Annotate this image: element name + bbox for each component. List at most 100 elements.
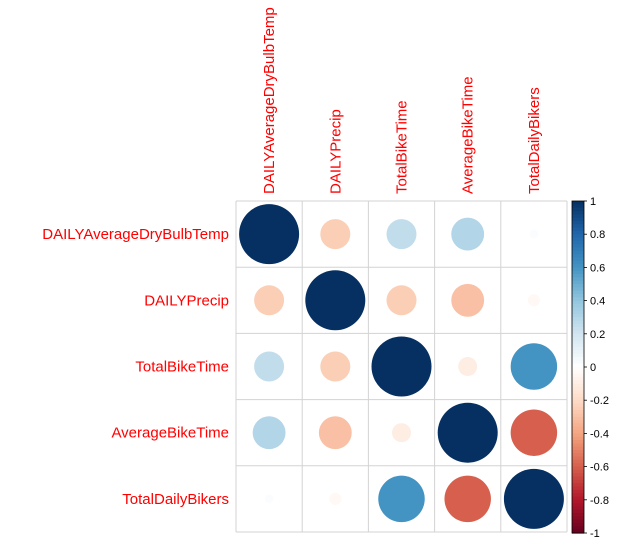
colorbar-segment [572, 479, 584, 484]
colorbar-segment [572, 333, 584, 338]
colorbar-segment [572, 376, 584, 381]
colorbar-segment [572, 423, 584, 428]
colorbar-segment [572, 313, 584, 318]
corr-circle-DAILYAverageDryBulbTemp-AverageBikeTime [451, 217, 485, 251]
corr-circle-TotalBikeTime-AverageBikeTime [458, 357, 478, 376]
colorbar-segment [572, 367, 584, 371]
row-label: DAILYPrecip [144, 292, 229, 309]
corr-circle-DAILYPrecip-AverageBikeTime [451, 283, 485, 317]
column-label: DAILYAverageDryBulbTemp [261, 7, 278, 194]
colorbar-segment [572, 413, 584, 418]
colorbar-tick-label: -0.4 [590, 428, 609, 440]
correlation-cells [239, 204, 564, 529]
colorbar-tick-label: -0.6 [590, 462, 609, 474]
colorbar-segment [572, 290, 584, 295]
colorbar-segment [572, 330, 584, 335]
row-labels: DAILYAverageDryBulbTemp DAILYPrecip TotalB… [42, 226, 229, 508]
colorbar-segment [572, 493, 584, 498]
corr-circle-DAILYPrecip-TotalBikeTime [386, 285, 417, 316]
colorbar-segment [572, 353, 584, 358]
colorbar-segment [572, 410, 584, 415]
colorbar-segment [572, 416, 584, 421]
colorbar-segment [572, 396, 584, 401]
colorbar-tick-label: 0.4 [590, 296, 605, 308]
colorbar-tick-label: -1 [590, 528, 600, 539]
colorbar-segment [572, 204, 584, 209]
colorbar-segment [572, 237, 584, 242]
colorbar-segment [572, 406, 584, 411]
colorbar-segment [572, 323, 584, 328]
colorbar-segment [572, 483, 584, 488]
colorbar-segment [572, 287, 584, 292]
colorbar-segment [572, 343, 584, 348]
colorbar-segment [572, 509, 584, 514]
colorbar-segment [572, 320, 584, 325]
corr-circle-TotalDailyBikers-TotalDailyBikers [503, 468, 564, 529]
colorbar-segment [572, 506, 584, 511]
corr-circle-DAILYAverageDryBulbTemp-DAILYAverageDryBulbTemp [239, 204, 300, 265]
colorbar-tick-label: 0 [590, 362, 596, 374]
colorbar-segment [572, 466, 584, 471]
colorbar-segment [572, 426, 584, 431]
corr-circle-AverageBikeTime-TotalDailyBikers [510, 409, 558, 456]
colorbar-tick-label: 0.6 [590, 262, 605, 274]
column-label: DAILYPrecip [327, 109, 344, 194]
corr-circle-DAILYPrecip-DAILYAverageDryBulbTemp [254, 285, 285, 316]
colorbar-segment [572, 400, 584, 405]
corr-circle-AverageBikeTime-DAILYPrecip [318, 416, 352, 450]
colorbar-segment [572, 456, 584, 461]
colorbar-tick-label: 0.2 [590, 329, 605, 341]
colorbar-segment [572, 317, 584, 322]
colorbar-segment [572, 244, 584, 249]
colorbar-segment [572, 360, 584, 365]
colorbar-segment [572, 463, 584, 468]
colorbar-tick-label: -0.2 [590, 395, 609, 407]
corr-circle-DAILYPrecip-TotalDailyBikers [527, 294, 540, 307]
colorbar-segment [572, 227, 584, 232]
colorbar-segment [572, 489, 584, 494]
colorbar-segment [572, 210, 584, 215]
colorbar-segment [572, 297, 584, 302]
colorbar-segment [572, 476, 584, 481]
corr-circle-DAILYAverageDryBulbTemp-DAILYPrecip [320, 219, 351, 250]
corr-circle-TotalDailyBikers-AverageBikeTime [444, 475, 491, 523]
corr-circle-DAILYAverageDryBulbTemp-TotalBikeTime [386, 219, 417, 250]
colorbar-segment [572, 390, 584, 395]
colorbar-segment [572, 519, 584, 524]
colorbar-segment [572, 340, 584, 345]
colorbar-segment [572, 234, 584, 239]
colorbar-tick-label: 1 [590, 196, 596, 208]
colorbar-segment [572, 357, 584, 361]
row-label: TotalBikeTime [135, 359, 229, 376]
colorbar-segment [572, 529, 584, 534]
colorbar-segment [572, 516, 584, 521]
colorbar-segment [572, 496, 584, 501]
colorbar-tick-label: -0.8 [590, 495, 609, 507]
corr-circle-TotalDailyBikers-DAILYAverageDryBulbTemp [264, 494, 274, 504]
corr-circle-DAILYPrecip-DAILYPrecip [305, 270, 366, 331]
colorbar-segment [572, 254, 584, 259]
corr-circle-AverageBikeTime-DAILYAverageDryBulbTemp [252, 416, 286, 450]
colorbar-segment [572, 469, 584, 474]
corr-circle-TotalDailyBikers-DAILYPrecip [329, 492, 342, 505]
colorbar-segment [572, 307, 584, 312]
colorbar-segment [572, 347, 584, 351]
colorbar-legend: 1 0.8 0.6 0.4 0.2 0 -0.2 -0.4 -0.6 -0.8 -1 [571, 196, 609, 539]
colorbar-segment [572, 453, 584, 458]
corr-circle-AverageBikeTime-AverageBikeTime [437, 402, 498, 463]
colorbar-segment [572, 260, 584, 265]
corr-circle-TotalDailyBikers-TotalBikeTime [378, 475, 425, 523]
colorbar-segment [572, 247, 584, 252]
colorbar-segment [572, 201, 584, 205]
column-label: TotalDailyBikers [526, 87, 543, 194]
colorbar-segment [572, 383, 584, 388]
corr-circle-AverageBikeTime-TotalBikeTime [392, 423, 411, 443]
colorbar-segment [572, 436, 584, 441]
colorbar-segment [572, 270, 584, 275]
colorbar-segment [572, 217, 584, 222]
corr-circle-TotalBikeTime-DAILYPrecip [320, 351, 351, 382]
colorbar-segment [572, 250, 584, 255]
column-label: TotalBikeTime [394, 100, 411, 194]
colorbar-segment [572, 257, 584, 262]
